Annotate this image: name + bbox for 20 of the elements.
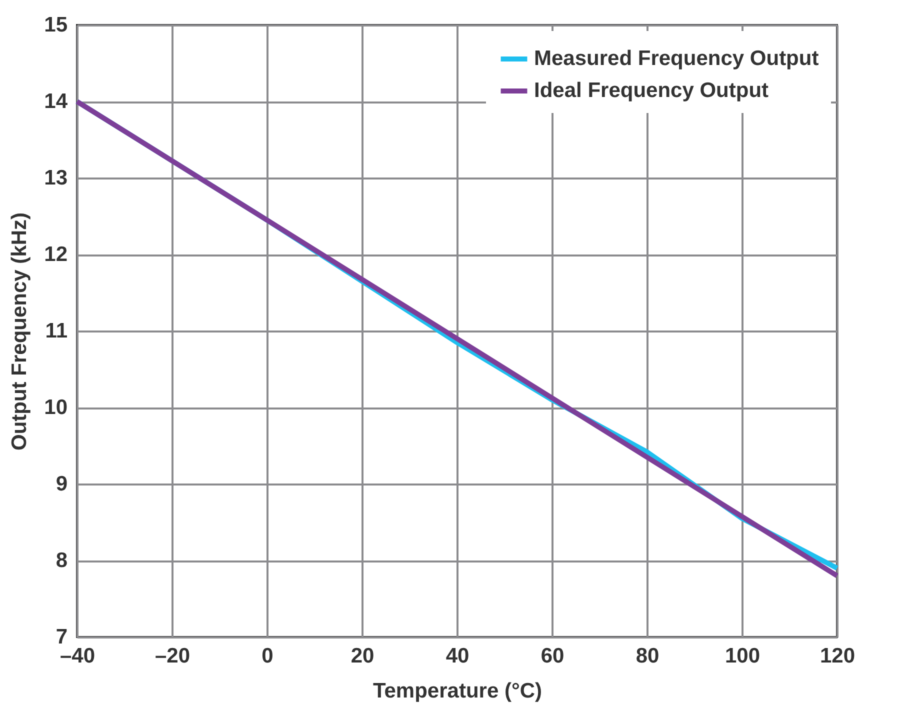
y-tick-label: 8 bbox=[56, 549, 68, 572]
x-tick-label: 60 bbox=[540, 644, 564, 668]
x-tick-label: 120 bbox=[820, 644, 856, 668]
legend-label: Measured Frequency Output bbox=[534, 47, 819, 70]
legend-label: Ideal Frequency Output bbox=[534, 79, 769, 102]
y-tick-label: 14 bbox=[44, 90, 68, 113]
x-tick-label: 40 bbox=[446, 644, 470, 668]
x-tick-label: 80 bbox=[636, 644, 660, 668]
x-tick-label: –20 bbox=[154, 644, 190, 668]
y-axis-title: Output Frequency (kHz) bbox=[8, 212, 32, 451]
x-tick-label: 0 bbox=[262, 644, 274, 668]
y-tick-label: 9 bbox=[56, 472, 68, 496]
y-tick-label: 15 bbox=[44, 14, 68, 36]
y-tick-label: 13 bbox=[44, 166, 68, 190]
x-axis-title: Temperature (°C) bbox=[372, 680, 542, 702]
y-tick-label: 10 bbox=[44, 396, 68, 419]
x-tick-label: 100 bbox=[724, 644, 760, 668]
y-tick-label: 12 bbox=[44, 243, 68, 266]
x-tick-label: 20 bbox=[350, 644, 374, 668]
y-tick-label: 11 bbox=[45, 320, 68, 342]
